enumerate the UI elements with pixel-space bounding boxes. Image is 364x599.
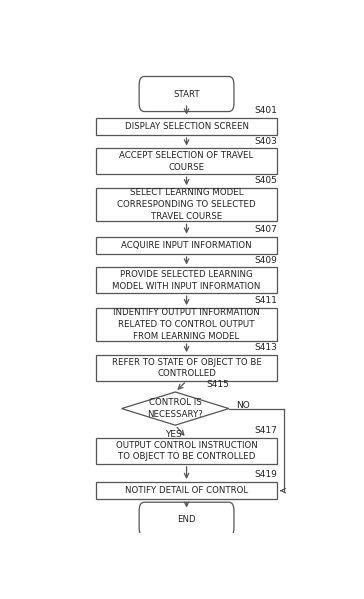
- FancyBboxPatch shape: [96, 237, 277, 254]
- Text: ACCEPT SELECTION OF TRAVEL
COURSE: ACCEPT SELECTION OF TRAVEL COURSE: [119, 151, 254, 172]
- Text: S409: S409: [254, 256, 277, 265]
- Text: CONTROL IS
NECESSARY?: CONTROL IS NECESSARY?: [147, 398, 203, 419]
- Text: INDENTIFY OUTPUT INFORMATION
RELATED TO CONTROL OUTPUT
FROM LEARNING MODEL: INDENTIFY OUTPUT INFORMATION RELATED TO …: [113, 308, 260, 341]
- Text: NOTIFY DETAIL OF CONTROL: NOTIFY DETAIL OF CONTROL: [125, 486, 248, 495]
- Text: START: START: [173, 89, 200, 98]
- FancyBboxPatch shape: [96, 149, 277, 174]
- FancyBboxPatch shape: [139, 502, 234, 536]
- Text: PROVIDE SELECTED LEARNING
MODEL WITH INPUT INFORMATION: PROVIDE SELECTED LEARNING MODEL WITH INP…: [112, 270, 261, 291]
- Text: OUTPUT CONTROL INSTRUCTION
TO OBJECT TO BE CONTROLLED: OUTPUT CONTROL INSTRUCTION TO OBJECT TO …: [116, 441, 257, 461]
- Text: S411: S411: [254, 297, 277, 305]
- FancyBboxPatch shape: [96, 308, 277, 341]
- Text: END: END: [177, 515, 196, 524]
- Text: REFER TO STATE OF OBJECT TO BE
CONTROLLED: REFER TO STATE OF OBJECT TO BE CONTROLLE…: [112, 358, 261, 379]
- Text: S415: S415: [206, 380, 229, 389]
- Text: S413: S413: [254, 343, 277, 352]
- Text: S419: S419: [254, 470, 277, 479]
- Text: S417: S417: [254, 426, 277, 435]
- Text: S403: S403: [254, 137, 277, 146]
- FancyBboxPatch shape: [96, 438, 277, 464]
- Text: S401: S401: [254, 106, 277, 115]
- Text: YES: YES: [166, 430, 182, 439]
- FancyBboxPatch shape: [96, 188, 277, 221]
- FancyBboxPatch shape: [96, 482, 277, 500]
- FancyBboxPatch shape: [96, 267, 277, 294]
- Text: DISPLAY SELECTION SCREEN: DISPLAY SELECTION SCREEN: [124, 122, 249, 131]
- Text: S405: S405: [254, 176, 277, 185]
- Text: ACQUIRE INPUT INFORMATION: ACQUIRE INPUT INFORMATION: [121, 241, 252, 250]
- Text: S407: S407: [254, 225, 277, 234]
- Text: NO: NO: [236, 401, 250, 410]
- Polygon shape: [122, 392, 229, 425]
- FancyBboxPatch shape: [139, 77, 234, 111]
- FancyBboxPatch shape: [96, 117, 277, 135]
- Text: SELECT LEARNING MODEL
CORRESPONDING TO SELECTED
TRAVEL COURSE: SELECT LEARNING MODEL CORRESPONDING TO S…: [117, 189, 256, 221]
- FancyBboxPatch shape: [96, 355, 277, 381]
